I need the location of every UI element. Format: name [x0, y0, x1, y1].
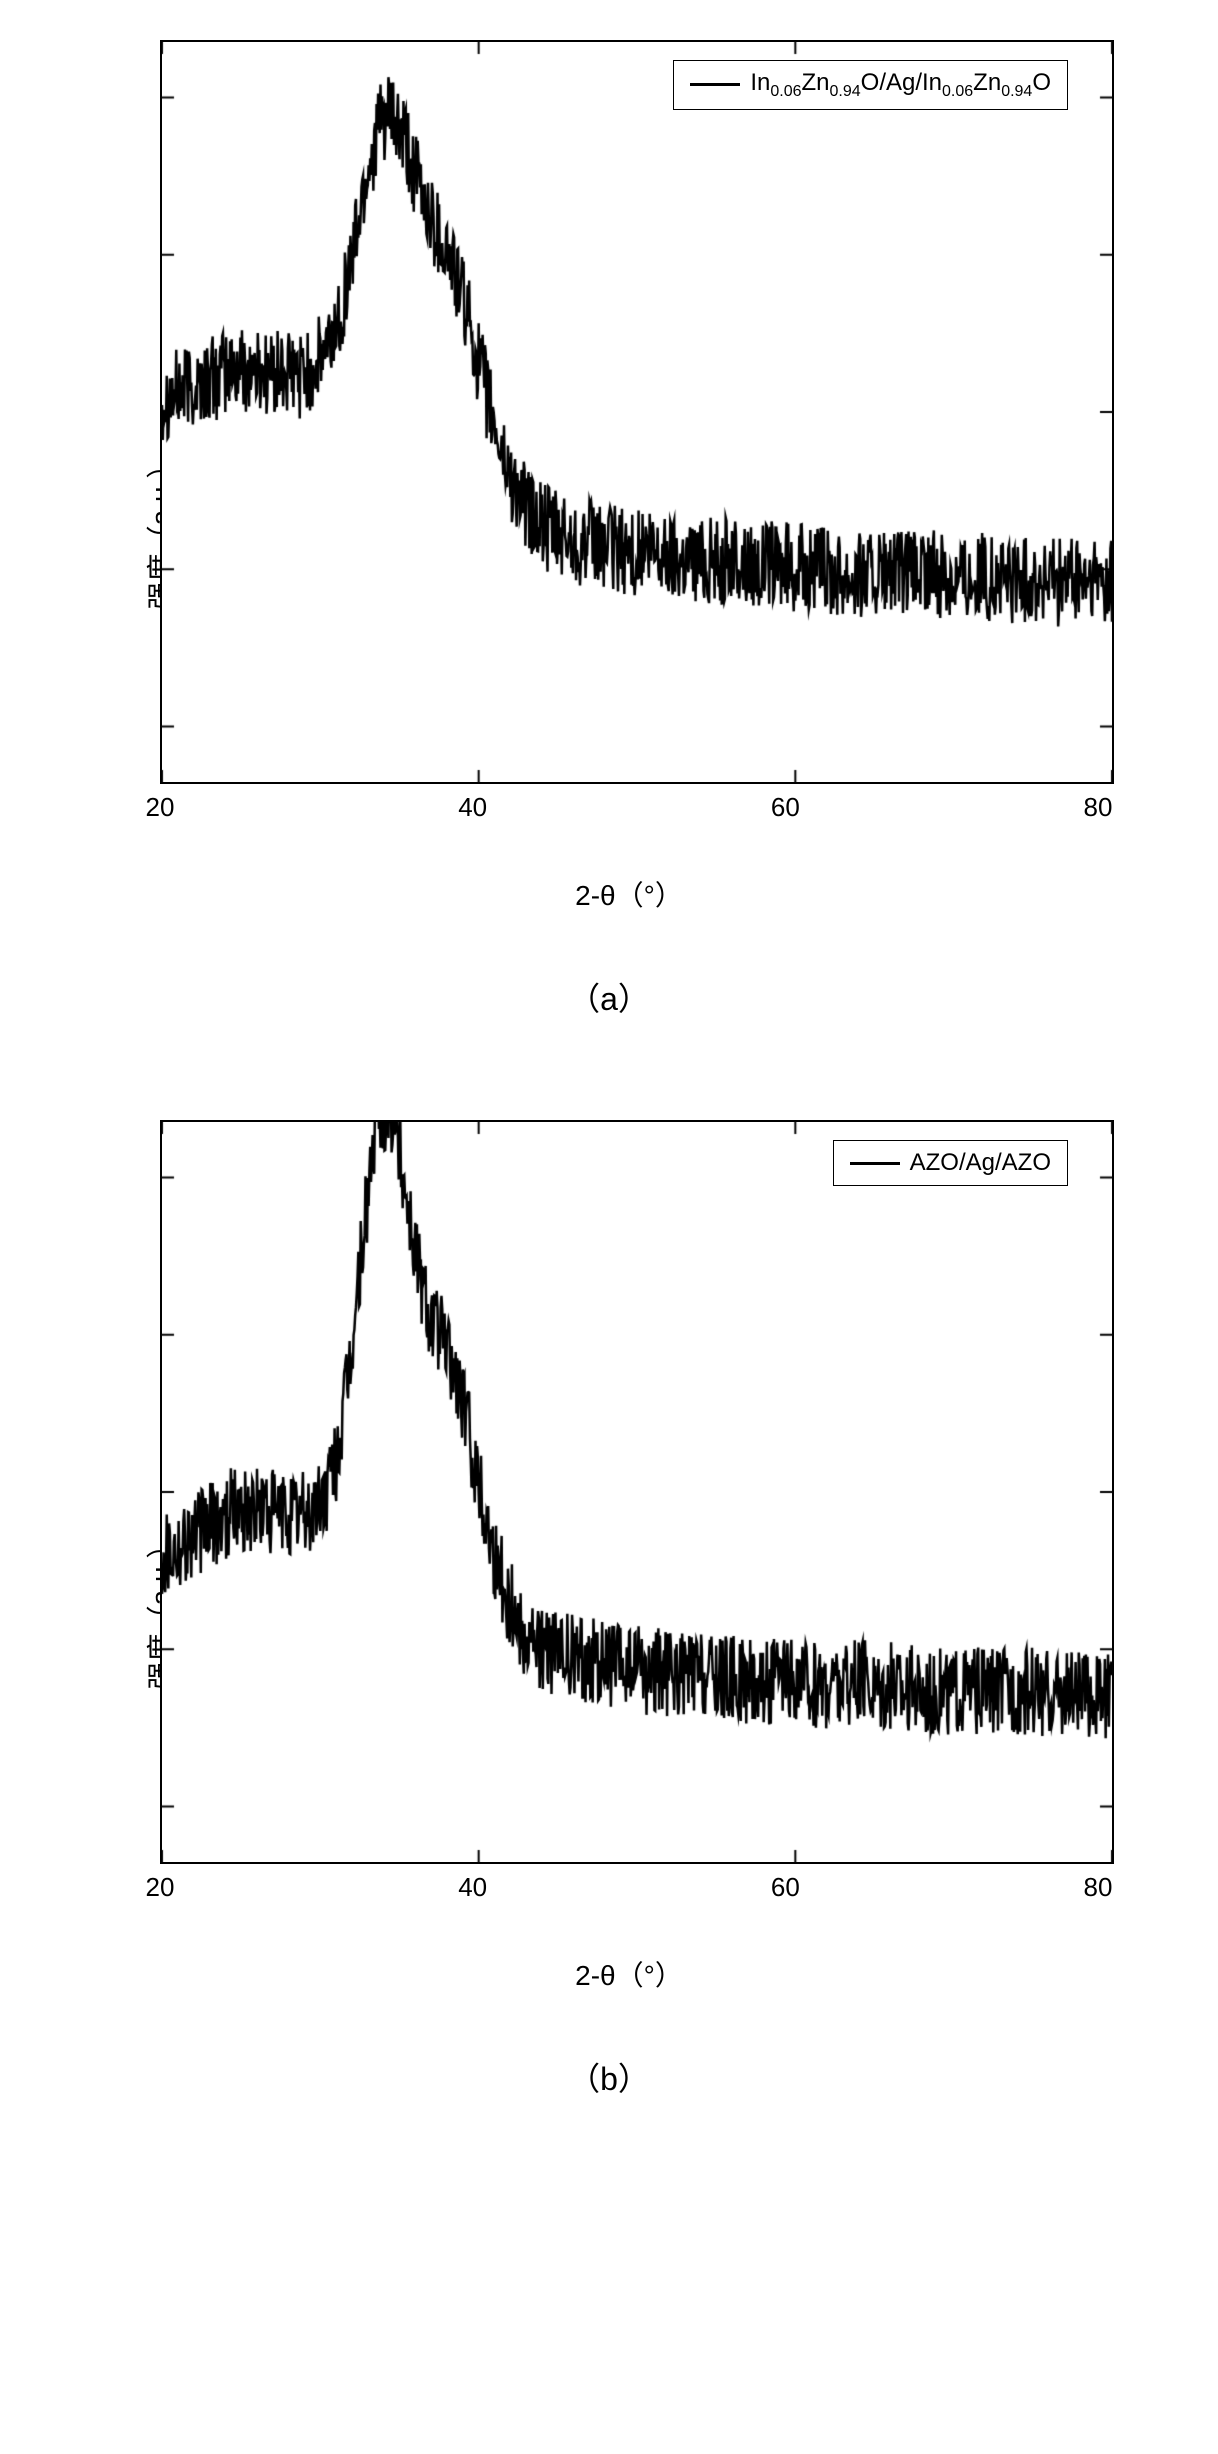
x-tick-label: 60: [771, 792, 800, 823]
chart-b-wrapper: AZO/Ag/AZO 20406080 2-θ（°）: [160, 1120, 1098, 1994]
chart-a-container: 强度（a.u.） In0.06Zn0.94O/Ag/In0.06Zn0.94O …: [60, 40, 1158, 1020]
chart-a-legend: In0.06Zn0.94O/Ag/In0.06Zn0.94O: [673, 60, 1068, 110]
legend-line-icon: [850, 1162, 900, 1165]
chart-a-subplot-label: （a）: [60, 974, 1158, 1020]
legend-line-icon: [690, 83, 740, 86]
chart-a-legend-text: In0.06Zn0.94O/Ag/In0.06Zn0.94O: [750, 69, 1051, 101]
chart-a-wrapper: In0.06Zn0.94O/Ag/In0.06Zn0.94O 20406080 …: [160, 40, 1098, 914]
chart-a-xlabel: 2-θ（°）: [160, 874, 1098, 914]
chart-b-xticks: 20406080: [160, 1864, 1098, 1904]
x-tick-label: 80: [1084, 792, 1113, 823]
x-tick-label: 20: [146, 1872, 175, 1903]
x-tick-label: 40: [458, 1872, 487, 1903]
chart-b-subplot-label: （b）: [60, 2054, 1158, 2100]
x-tick-label: 40: [458, 792, 487, 823]
x-tick-label: 80: [1084, 1872, 1113, 1903]
chart-a-canvas: [160, 40, 1114, 784]
chart-b-xlabel: 2-θ（°）: [160, 1954, 1098, 1994]
chart-b-container: 强度（a.u.） AZO/Ag/AZO 20406080 2-θ（°） （b）: [60, 1120, 1158, 2100]
x-tick-label: 20: [146, 792, 175, 823]
chart-a-xticks: 20406080: [160, 784, 1098, 824]
x-tick-label: 60: [771, 1872, 800, 1903]
chart-b-canvas: [160, 1120, 1114, 1864]
chart-b-legend: AZO/Ag/AZO: [833, 1140, 1068, 1186]
chart-b-legend-text: AZO/Ag/AZO: [910, 1149, 1051, 1177]
